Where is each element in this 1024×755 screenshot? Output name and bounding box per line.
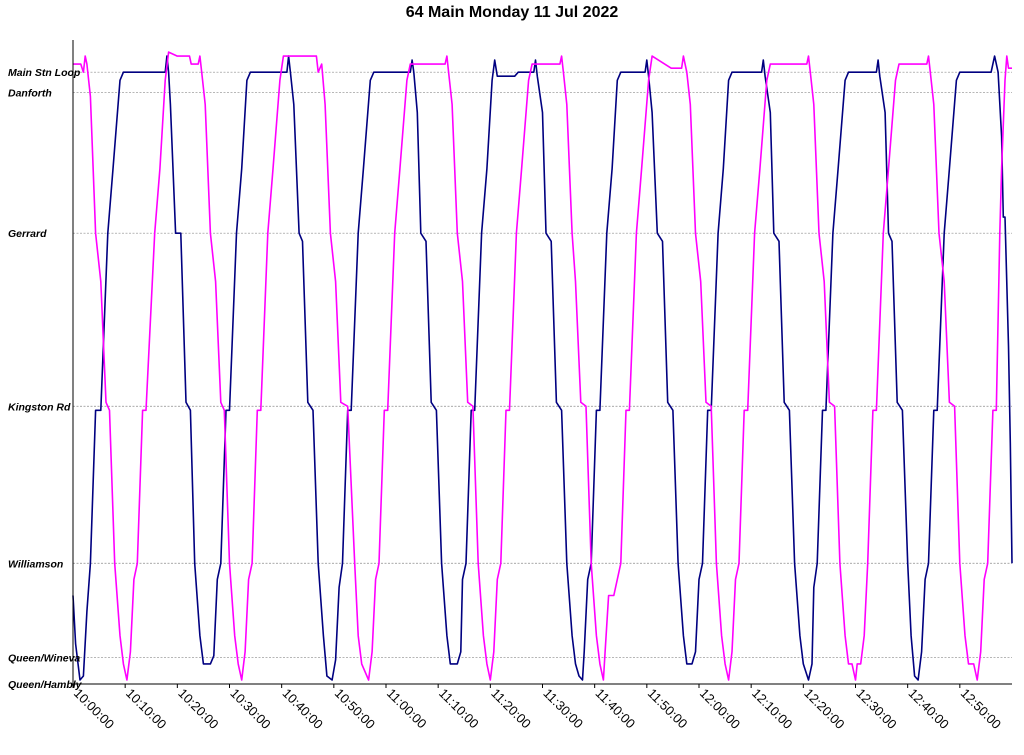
series-line-2 <box>73 51 1012 681</box>
y-tick-label: Main Stn Loop <box>8 67 81 79</box>
chart-title: 64 Main Monday 11 Jul 2022 <box>405 4 619 21</box>
y-tick-label: Kingston Rd <box>8 401 71 413</box>
x-tick-label: 11:40:00 <box>593 686 639 732</box>
y-tick-label: Queen/Wineva <box>8 652 80 664</box>
x-tick-label: 11:00:00 <box>384 686 430 732</box>
y-tick-label: Queen/Hambly <box>8 679 83 691</box>
x-tick-label: 12:50:00 <box>958 686 1004 732</box>
series-layer <box>72 51 1013 681</box>
x-tick-label: 11:20:00 <box>488 686 534 732</box>
axis-layer <box>72 40 1012 688</box>
x-tick-label: 11:30:00 <box>540 686 586 732</box>
x-axis-labels: 10:00:00 10:10:00 10:20:00 10:30:00 10:40:00… <box>71 686 1004 732</box>
x-tick-label: 11:50:00 <box>645 686 691 732</box>
x-tick-label: 11:10:00 <box>436 686 482 732</box>
x-tick-label: 12:30:00 <box>853 686 899 732</box>
x-tick-label: 10:10:00 <box>123 686 169 732</box>
y-axis-labels: Main Stn Loop Danforth Gerrard Kingston Rd W… <box>8 67 83 691</box>
y-tick-label: Danforth <box>8 87 52 99</box>
x-tick-label: 10:20:00 <box>175 686 221 732</box>
x-tick-label: 10:50:00 <box>332 686 378 732</box>
x-tick-label: 10:40:00 <box>280 686 326 732</box>
x-tick-label: 12:10:00 <box>749 686 795 732</box>
x-tick-label: 10:00:00 <box>71 686 117 732</box>
x-tick-label: 10:30:00 <box>227 686 273 732</box>
grid-layer <box>73 71 1012 658</box>
y-tick-label: Williamson <box>8 558 63 570</box>
x-tick-label: 12:00:00 <box>697 686 743 732</box>
x-tick-label: 12:20:00 <box>801 686 847 732</box>
series-line-1 <box>72 55 1013 681</box>
y-tick-label: Gerrard <box>8 228 47 240</box>
x-tick-label: 12:40:00 <box>906 686 952 732</box>
